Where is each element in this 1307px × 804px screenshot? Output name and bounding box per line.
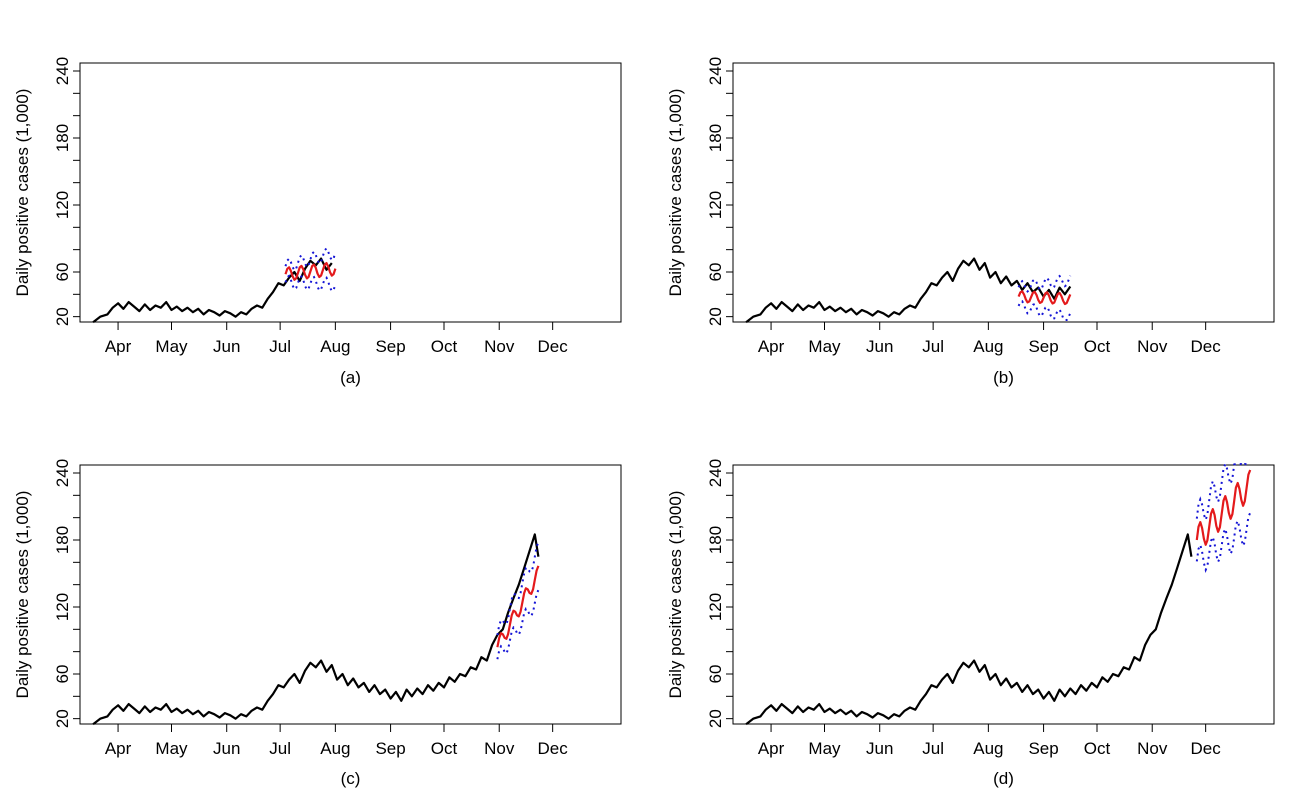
- x-tick-label: Dec: [1191, 337, 1222, 356]
- forecast-upper-bound: [1195, 461, 1251, 523]
- forecast-lower-bound: [496, 589, 540, 660]
- x-tick-label: May: [808, 739, 841, 758]
- x-tick-label: Sep: [1028, 739, 1058, 758]
- x-tick-label: Nov: [484, 337, 515, 356]
- y-tick-label: 240: [706, 57, 725, 85]
- x-tick-label: May: [155, 739, 188, 758]
- y-axis-label: Daily positive cases (1,000): [666, 491, 685, 699]
- x-tick-label: Nov: [1137, 739, 1168, 758]
- y-axis-label: Daily positive cases (1,000): [13, 491, 32, 699]
- y-tick-label: 120: [706, 191, 725, 219]
- y-tick-label: 240: [53, 459, 72, 487]
- x-tick-label: Apr: [105, 337, 132, 356]
- plot-frame: [79, 62, 622, 323]
- panel-caption: (a): [340, 368, 361, 387]
- x-tick-label: Jun: [866, 739, 893, 758]
- forecast-mean-line: [1195, 469, 1252, 546]
- y-tick-label: 20: [706, 709, 725, 728]
- x-tick-label: Apr: [758, 337, 785, 356]
- panel-c: 20 60 120 180 240 Daily positive cases (1,000…: [13, 459, 622, 788]
- x-tick-label: Oct: [1084, 739, 1111, 758]
- forecast-lower-bound: [1195, 512, 1252, 573]
- y-tick-label: 20: [53, 307, 72, 326]
- x-tick-label: Jul: [269, 739, 291, 758]
- y-tick-label: 180: [706, 526, 725, 554]
- x-tick-label: Oct: [431, 739, 458, 758]
- x-tick-label: Aug: [320, 337, 350, 356]
- x-tick-label: Jun: [213, 739, 240, 758]
- y-tick-label: 60: [53, 263, 72, 282]
- y-tick-label: 60: [706, 263, 725, 282]
- forecast-lower-bound: [284, 274, 337, 293]
- x-tick-label: Sep: [375, 739, 405, 758]
- y-axis-label: Daily positive cases (1,000): [666, 89, 685, 297]
- x-tick-label: Aug: [973, 739, 1003, 758]
- plot-frame: [79, 464, 622, 725]
- observed-series-line: [92, 533, 540, 726]
- forecast-mean-line: [284, 262, 337, 281]
- panel-caption: (c): [341, 769, 361, 788]
- panel-caption: (b): [993, 368, 1014, 387]
- y-tick-label: 120: [53, 593, 72, 621]
- y-tick-label: 60: [706, 665, 725, 684]
- panel-d: 20 60 120 180 240 Daily positive cases (1,000…: [666, 459, 1275, 788]
- plot-frame: [732, 464, 1275, 725]
- x-tick-label: Dec: [538, 739, 569, 758]
- x-tick-label: Jul: [269, 337, 291, 356]
- panel-caption: (d): [993, 769, 1014, 788]
- x-tick-label: Aug: [973, 337, 1003, 356]
- panel-a: 20 60 120 180 240 Daily positive cases (1,000…: [13, 57, 622, 387]
- x-tick-label: Sep: [1028, 337, 1058, 356]
- x-tick-label: Jul: [922, 739, 944, 758]
- x-tick-label: Dec: [538, 337, 569, 356]
- x-tick-label: Oct: [431, 337, 458, 356]
- y-tick-label: 20: [706, 307, 725, 326]
- x-tick-label: Jun: [866, 337, 893, 356]
- forecast-upper-bound: [1017, 274, 1072, 293]
- y-tick-label: 60: [53, 665, 72, 684]
- x-tick-label: Nov: [484, 739, 515, 758]
- y-tick-label: 180: [53, 124, 72, 152]
- x-tick-label: Jul: [922, 337, 944, 356]
- x-tick-label: Jun: [213, 337, 240, 356]
- x-tick-label: May: [808, 337, 841, 356]
- y-tick-label: 240: [706, 459, 725, 487]
- observed-series-line: [745, 257, 1072, 324]
- forecast-mean-line: [1017, 290, 1072, 306]
- x-tick-label: Aug: [320, 739, 350, 758]
- observed-series-line: [745, 533, 1193, 726]
- y-tick-label: 20: [53, 709, 72, 728]
- forecast-mean-line: [496, 565, 540, 648]
- y-tick-label: 120: [53, 191, 72, 219]
- panel-b: 20 60 120 180 240 Daily positive cases (1,000…: [666, 57, 1275, 387]
- x-tick-label: Oct: [1084, 337, 1111, 356]
- x-tick-label: Nov: [1137, 337, 1168, 356]
- x-tick-label: May: [155, 337, 188, 356]
- y-tick-label: 180: [706, 124, 725, 152]
- y-tick-label: 180: [53, 526, 72, 554]
- y-tick-label: 240: [53, 57, 72, 85]
- x-tick-label: Apr: [105, 739, 132, 758]
- x-tick-label: Apr: [758, 739, 785, 758]
- x-tick-label: Sep: [375, 337, 405, 356]
- y-axis-label: Daily positive cases (1,000): [13, 89, 32, 297]
- plot-frame: [732, 62, 1275, 323]
- x-tick-label: Dec: [1191, 739, 1222, 758]
- y-tick-label: 120: [706, 593, 725, 621]
- forecast-lower-bound: [1017, 300, 1072, 321]
